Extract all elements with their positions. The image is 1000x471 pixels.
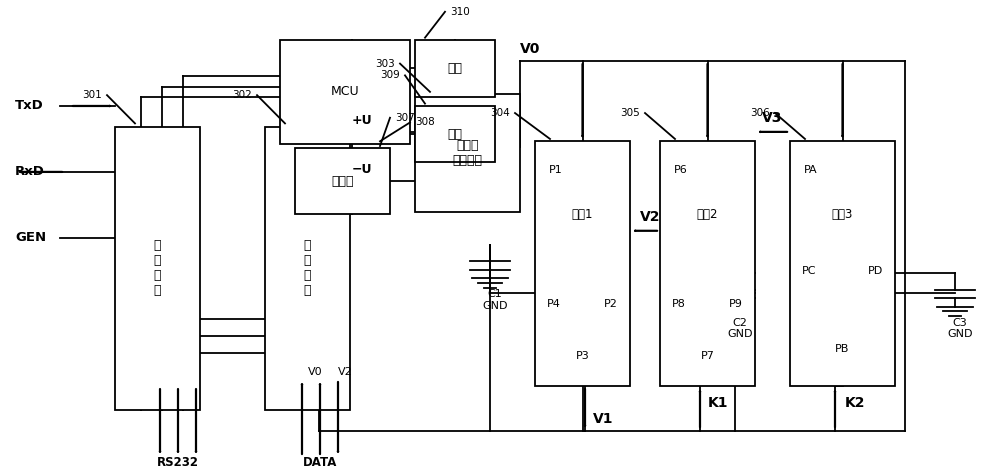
FancyBboxPatch shape — [415, 94, 520, 212]
Text: +U: +U — [352, 114, 372, 127]
Text: 302: 302 — [232, 90, 252, 100]
Text: GEN: GEN — [15, 231, 46, 244]
Text: C1: C1 — [488, 289, 502, 300]
Text: 电路3: 电路3 — [832, 208, 853, 221]
Text: 305: 305 — [620, 108, 640, 118]
Text: V2: V2 — [338, 367, 352, 377]
Text: GND: GND — [947, 329, 973, 340]
Text: V2: V2 — [640, 210, 660, 224]
Text: GND: GND — [727, 329, 753, 340]
Text: P7: P7 — [701, 350, 714, 361]
Text: 310: 310 — [450, 7, 470, 17]
FancyBboxPatch shape — [535, 141, 630, 386]
Text: −U: −U — [352, 163, 372, 176]
FancyBboxPatch shape — [790, 141, 895, 386]
Text: MCU: MCU — [331, 85, 359, 98]
Text: PC: PC — [802, 266, 816, 276]
Text: P3: P3 — [576, 350, 589, 361]
Text: DATA: DATA — [303, 456, 337, 469]
Text: 301: 301 — [82, 90, 102, 100]
Text: P9: P9 — [729, 299, 743, 309]
Text: PB: PB — [835, 343, 850, 354]
Text: PD: PD — [868, 266, 883, 276]
Text: TxD: TxD — [15, 99, 44, 113]
Text: P4: P4 — [547, 299, 561, 309]
Text: 显示器: 显示器 — [331, 175, 354, 188]
FancyBboxPatch shape — [415, 40, 495, 97]
Text: 电路1: 电路1 — [572, 208, 593, 221]
Text: P2: P2 — [604, 299, 618, 309]
Text: 电荷泵
极性转换: 电荷泵 极性转换 — [452, 139, 482, 167]
Text: PA: PA — [804, 164, 818, 175]
Text: 306: 306 — [750, 108, 770, 118]
Text: V1: V1 — [593, 412, 613, 426]
Text: 304: 304 — [490, 108, 510, 118]
Text: 整
流
电
路: 整 流 电 路 — [304, 239, 311, 298]
Text: 存储: 存储 — [447, 62, 462, 75]
Text: C3: C3 — [953, 317, 967, 328]
Text: K2: K2 — [845, 396, 865, 410]
Text: 303: 303 — [375, 58, 395, 69]
Text: 308: 308 — [415, 117, 435, 128]
Text: P8: P8 — [672, 299, 686, 309]
Text: V0: V0 — [308, 367, 322, 377]
Text: V0: V0 — [520, 42, 540, 57]
Text: GND: GND — [482, 301, 508, 311]
Text: RS232: RS232 — [157, 456, 199, 469]
Text: 电路2: 电路2 — [697, 208, 718, 221]
Text: P1: P1 — [549, 164, 563, 175]
FancyBboxPatch shape — [295, 148, 390, 214]
Text: P6: P6 — [674, 164, 688, 175]
FancyBboxPatch shape — [280, 40, 410, 144]
Text: V3: V3 — [762, 111, 783, 125]
Text: K1: K1 — [708, 396, 728, 410]
FancyBboxPatch shape — [660, 141, 755, 386]
FancyBboxPatch shape — [265, 127, 350, 410]
Text: RxD: RxD — [15, 165, 45, 179]
FancyBboxPatch shape — [415, 106, 495, 162]
Text: 307: 307 — [395, 113, 415, 123]
FancyBboxPatch shape — [115, 127, 200, 410]
Text: 309: 309 — [380, 70, 400, 81]
Text: 保
护
电
路: 保 护 电 路 — [154, 239, 161, 298]
Text: C2: C2 — [733, 317, 747, 328]
Text: 电池: 电池 — [447, 128, 462, 141]
